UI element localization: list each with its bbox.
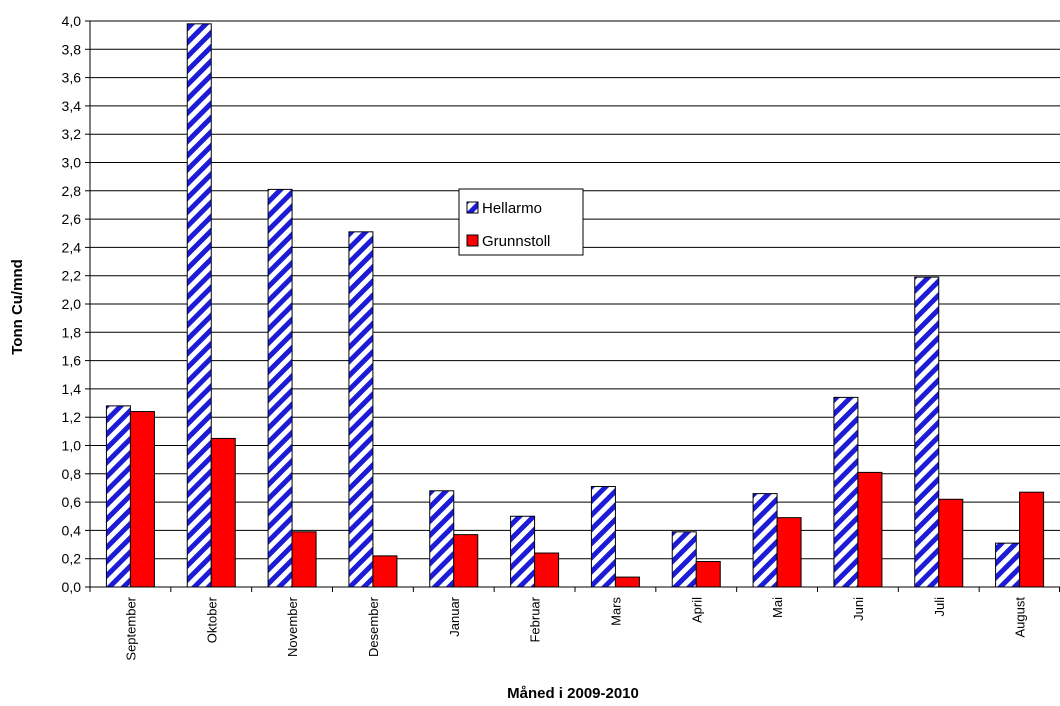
bar-grunnstoll-august bbox=[1019, 491, 1045, 588]
y-tick-label: 2,8 bbox=[62, 183, 82, 199]
x-tick-label: Juli bbox=[932, 597, 947, 617]
y-tick-label: 1,6 bbox=[62, 353, 82, 369]
bar-grunnstoll-oktober bbox=[210, 437, 236, 588]
axes bbox=[85, 20, 1060, 592]
y-tick-label: 3,2 bbox=[62, 126, 82, 142]
y-tick-label: 3,4 bbox=[62, 98, 82, 114]
legend-label-hellarmo: Hellarmo bbox=[482, 200, 542, 217]
bar-hellarmo-november bbox=[267, 188, 293, 588]
bar-grunnstoll-januar bbox=[453, 534, 479, 588]
x-axis-title: Måned i 2009-2010 bbox=[507, 685, 639, 702]
bar-hellarmo-mai bbox=[752, 493, 778, 588]
x-tick-label: Februar bbox=[528, 596, 543, 642]
x-tick-label: August bbox=[1013, 597, 1028, 638]
x-tick-label: Desember bbox=[366, 596, 381, 657]
bar-grunnstoll-mars bbox=[614, 576, 640, 588]
x-tick-label: Oktober bbox=[204, 596, 219, 643]
bar-grunnstoll-mai bbox=[776, 517, 802, 588]
y-tick-label: 1,8 bbox=[62, 324, 82, 340]
bar-hellarmo-mars bbox=[590, 486, 616, 588]
y-tick-label: 1,2 bbox=[62, 409, 82, 425]
bar-grunnstoll-november bbox=[291, 531, 317, 588]
y-tick-label: 0,6 bbox=[62, 494, 82, 510]
bar-hellarmo-januar bbox=[429, 490, 455, 588]
y-tick-label: 2,0 bbox=[62, 296, 82, 312]
y-tick-label: 1,4 bbox=[62, 381, 82, 397]
bar-hellarmo-februar bbox=[510, 515, 536, 588]
y-tick-label: 2,4 bbox=[62, 239, 82, 255]
bar-hellarmo-desember bbox=[348, 231, 374, 588]
x-tick-label: Juni bbox=[851, 597, 866, 621]
x-tick-label: November bbox=[285, 596, 300, 657]
y-tick-label: 4,0 bbox=[62, 13, 82, 29]
y-tick-label: 3,8 bbox=[62, 41, 82, 57]
x-tick-labels: September Oktober November Desember Januar Fe… bbox=[123, 596, 1027, 660]
y-tick-label: 0,4 bbox=[62, 522, 82, 538]
bar-hellarmo-april bbox=[671, 531, 697, 588]
x-tick-label: Mai bbox=[770, 597, 785, 618]
bar-hellarmo-august bbox=[995, 542, 1021, 588]
legend: Hellarmo Grunnstoll bbox=[458, 188, 584, 256]
bar-grunnstoll-september bbox=[129, 411, 155, 588]
bar-hellarmo-juni bbox=[833, 396, 859, 588]
y-tick-labels: 0,0 0,2 0,4 0,6 0,8 1,0 1,2 1,4 1,6 1,8 2,0 2,2 2,4 2… bbox=[62, 13, 82, 595]
y-tick-label: 2,6 bbox=[62, 211, 82, 227]
y-tick-label: 0,0 bbox=[62, 579, 82, 595]
legend-box bbox=[458, 188, 584, 256]
x-tick-label: Januar bbox=[447, 596, 462, 636]
bars bbox=[105, 23, 1045, 588]
y-tick-label: 1,0 bbox=[62, 438, 82, 454]
x-tick-label: April bbox=[689, 597, 704, 623]
y-tick-label: 0,2 bbox=[62, 551, 82, 567]
y-tick-label: 3,0 bbox=[62, 155, 82, 171]
y-tick-label: 2,2 bbox=[62, 268, 82, 284]
y-axis-title: Tonn Cu/mnd bbox=[9, 259, 26, 355]
bar-hellarmo-september bbox=[105, 405, 131, 588]
bar-grunnstoll-desember bbox=[372, 555, 398, 588]
bar-hellarmo-oktober bbox=[186, 23, 212, 588]
bar-hellarmo-juli bbox=[914, 276, 940, 588]
x-tick-label: September bbox=[123, 596, 138, 660]
legend-swatch-grunnstoll bbox=[466, 234, 479, 247]
legend-swatch-hellarmo bbox=[466, 201, 479, 214]
x-tick-label: Mars bbox=[608, 597, 623, 626]
legend-label-grunnstoll: Grunnstoll bbox=[482, 233, 550, 250]
y-tick-label: 0,8 bbox=[62, 466, 82, 482]
bar-grunnstoll-februar bbox=[534, 552, 560, 588]
bar-grunnstoll-april bbox=[695, 561, 721, 588]
bar-grunnstoll-juni bbox=[857, 471, 883, 588]
y-tick-label: 3,6 bbox=[62, 70, 82, 86]
bar-grunnstoll-juli bbox=[938, 498, 964, 588]
